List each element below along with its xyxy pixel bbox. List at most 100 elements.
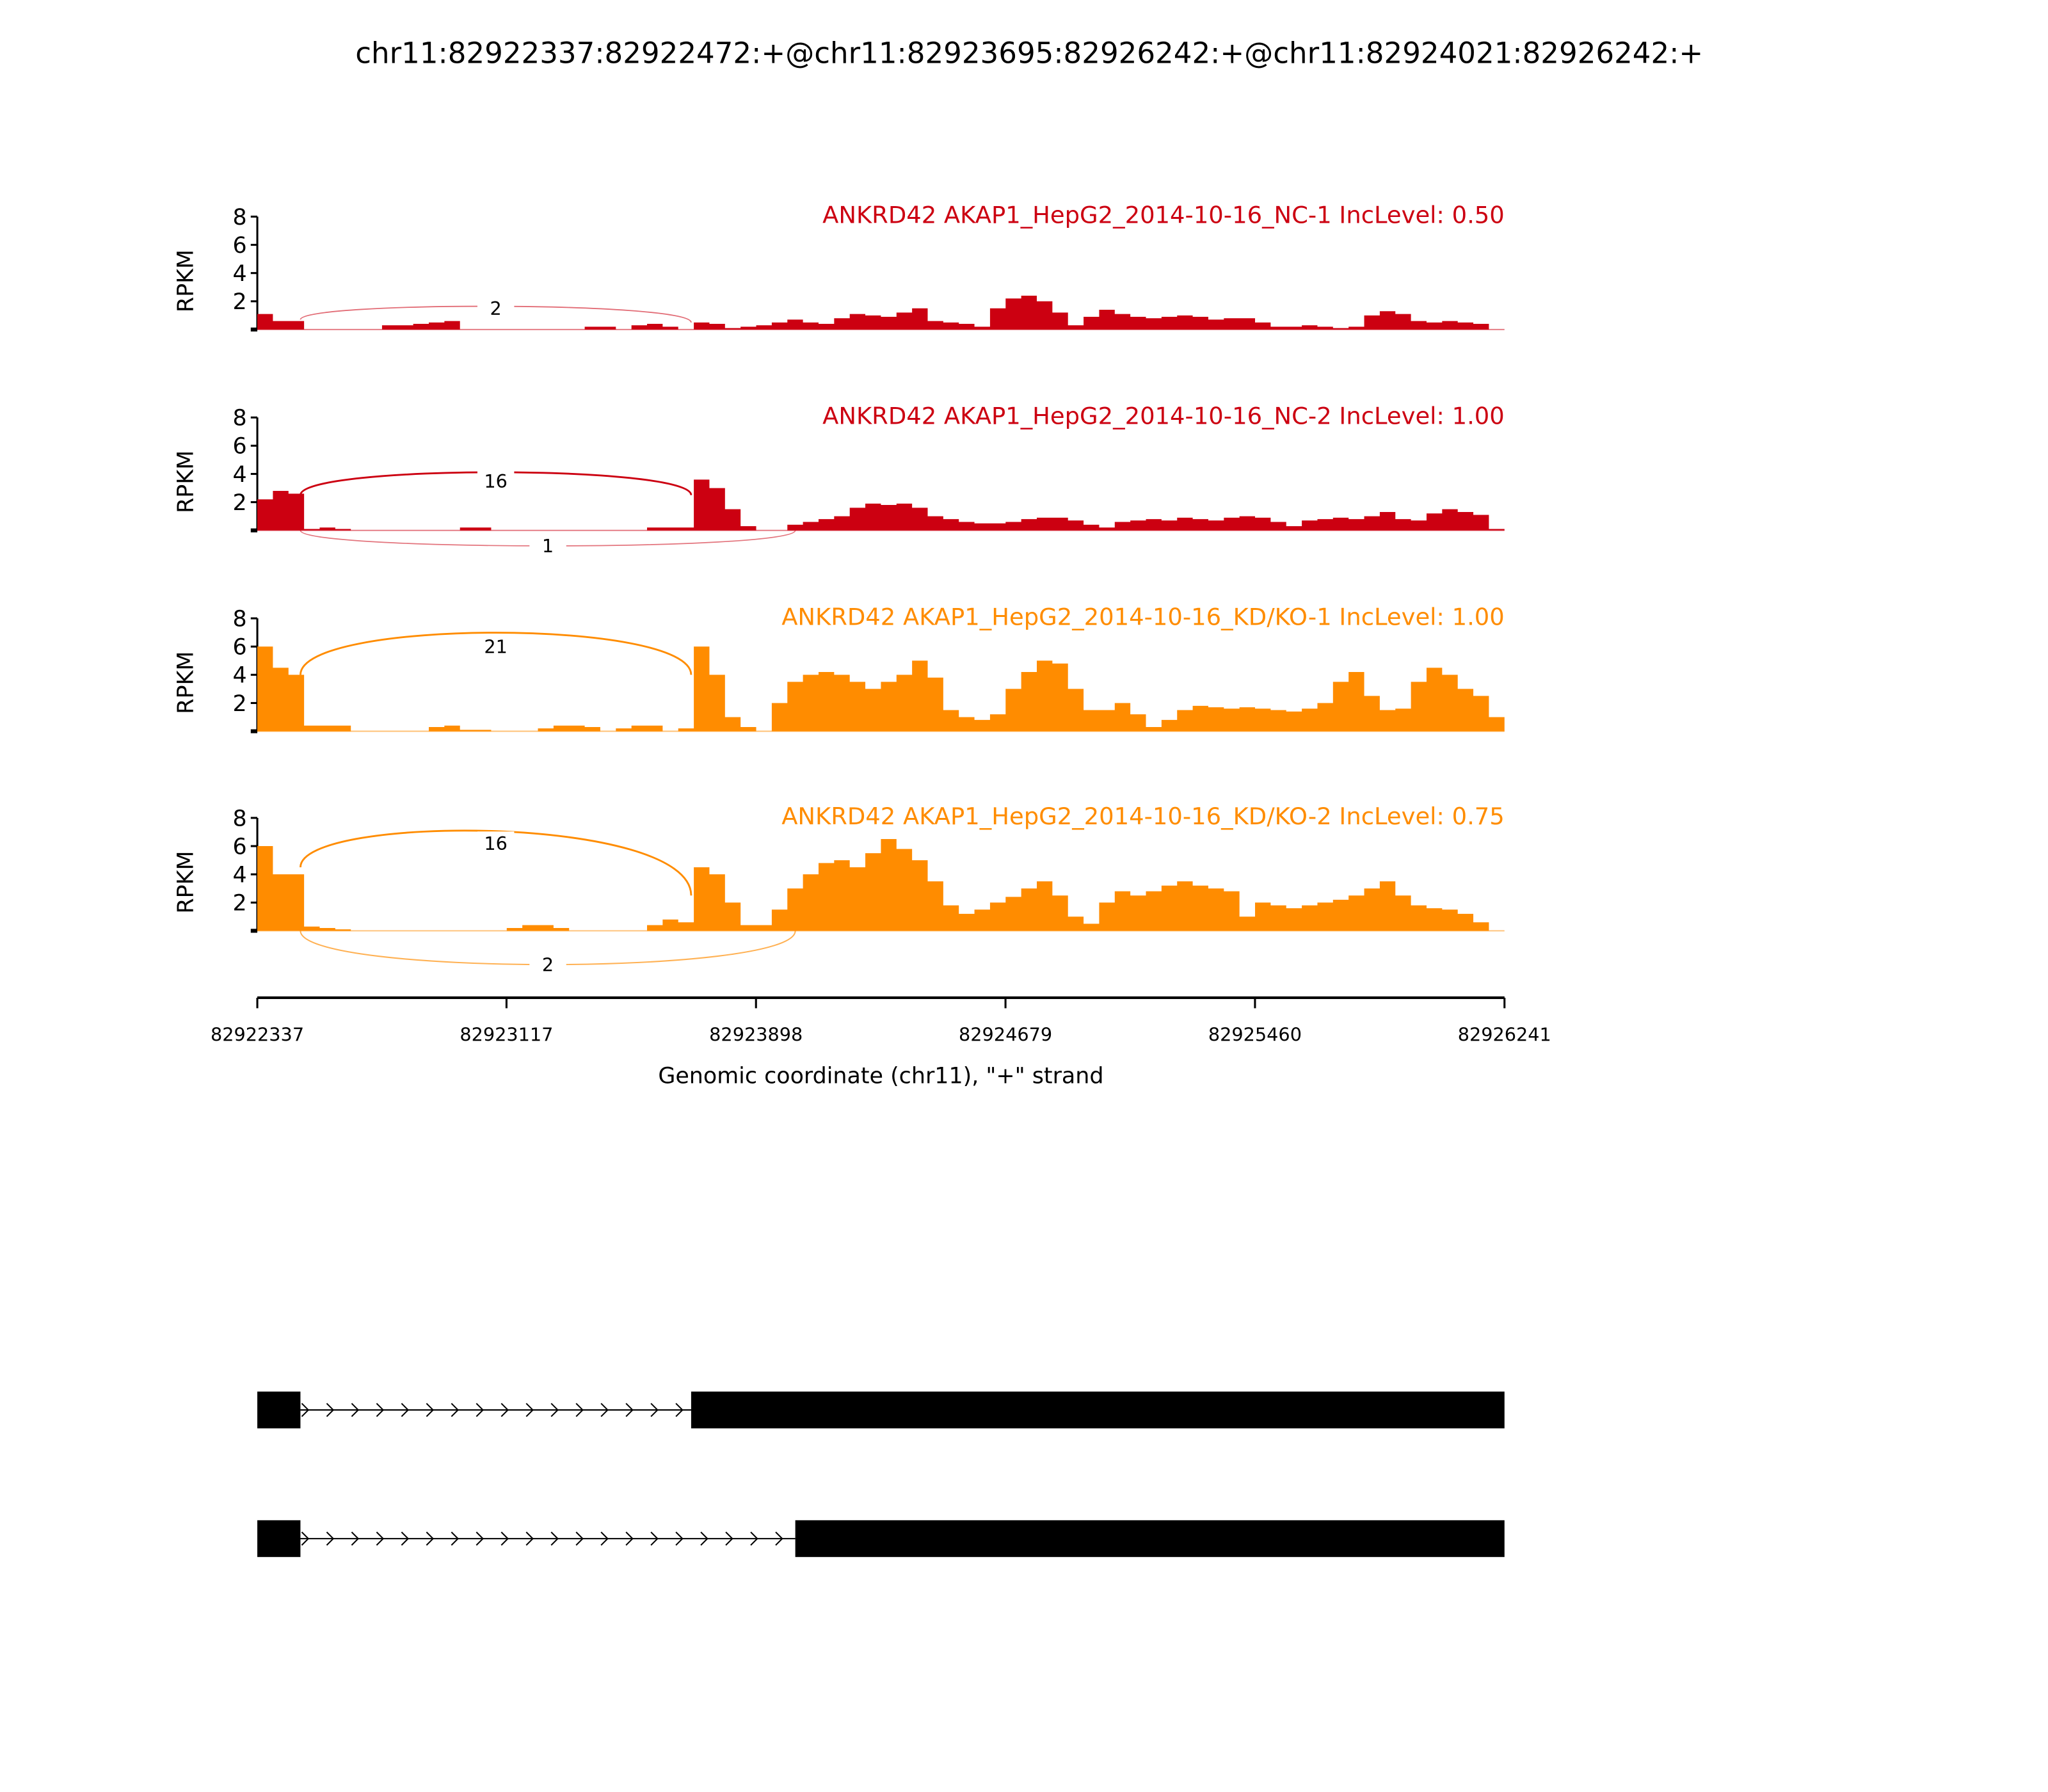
y-tick-label: 4 xyxy=(232,663,246,689)
y-tick-label: 2 xyxy=(232,891,246,916)
strand-arrow-icon xyxy=(326,1403,335,1418)
y-tick-label: 8 xyxy=(232,806,246,831)
strand-arrow-icon xyxy=(401,1532,410,1546)
strand-arrow-icon xyxy=(451,1532,460,1546)
y-axis-label: RPKM xyxy=(173,451,199,513)
strand-arrow-icon xyxy=(500,1403,509,1418)
x-tick-label: 82926241 xyxy=(1458,1024,1551,1046)
coverage-area xyxy=(257,295,1505,330)
coverage-panel: 24 6 8 RPKM 21 ANKRD42 AKAP1_HepG2_2014-10-16… xyxy=(173,603,1505,733)
strand-arrow-icon xyxy=(550,1532,559,1546)
y-tick-label: 6 xyxy=(232,434,246,460)
strand-arrow-icon xyxy=(426,1403,435,1418)
y-tick-label: 4 xyxy=(232,261,246,287)
y-tick-label: 2 xyxy=(232,490,246,516)
strand-arrow-icon xyxy=(750,1532,758,1546)
x-tick-label: 82924679 xyxy=(959,1024,1052,1046)
y-tick-label: 8 xyxy=(232,606,246,632)
strand-arrow-icon xyxy=(600,1532,609,1546)
sample-label: ANKRD42 AKAP1_HepG2_2014-10-16_KD/KO-1 I… xyxy=(781,603,1505,630)
x-tick-label: 82923117 xyxy=(460,1024,553,1046)
strand-arrow-icon xyxy=(625,1403,634,1418)
strand-arrow-icon xyxy=(675,1532,684,1546)
strand-arrow-icon xyxy=(301,1403,310,1418)
junction-count-label: 16 xyxy=(484,833,508,854)
y-axis-label: RPKM xyxy=(173,851,199,913)
junction-label-bg xyxy=(529,534,566,558)
coverage-panel: 246 8 RPKM 16 1 ANKRD42 AKAP1_HepG2_2014-10-1… xyxy=(173,403,1505,558)
x-tick-label: 82923898 xyxy=(709,1024,803,1046)
sample-label: ANKRD42 AKAP1_HepG2_2014-10-16_NC-2 IncL… xyxy=(822,403,1505,430)
y-tick-label: 2 xyxy=(232,289,246,315)
strand-arrow-icon xyxy=(525,1532,534,1546)
y-tick-label: 6 xyxy=(232,834,246,860)
y-tick-label: 8 xyxy=(232,205,246,230)
strand-arrow-icon xyxy=(575,1532,584,1546)
coverage-area xyxy=(257,839,1505,931)
strand-arrow-icon xyxy=(725,1532,733,1546)
y-tick-label: 6 xyxy=(232,233,246,259)
strand-arrow-icon xyxy=(351,1403,360,1418)
x-tick-label: 82925460 xyxy=(1208,1024,1302,1046)
strand-arrow-icon xyxy=(650,1403,659,1418)
coverage-panel: 2 46 8 RPKM 16 2 ANKRD42 AKAP1_HepG2_2014-10-1… xyxy=(173,803,1505,977)
sample-label: ANKRD42 AKAP1_HepG2_2014-10-16_KD/KO-2 I… xyxy=(781,803,1505,830)
x-tick-label: 82922337 xyxy=(211,1024,304,1046)
transcript-models xyxy=(257,1391,1505,1557)
sample-label: ANKRD42 AKAP1_HepG2_2014-10-16_NC-1 IncL… xyxy=(822,202,1505,229)
strand-arrow-icon xyxy=(525,1403,534,1418)
junction-label-bg xyxy=(477,296,515,321)
strand-arrow-icon xyxy=(625,1532,634,1546)
junction-label-bg xyxy=(477,634,515,659)
strand-arrow-icon xyxy=(376,1532,385,1546)
junction-label-bg xyxy=(477,831,515,856)
exon-block xyxy=(691,1391,1505,1428)
junction-count-label: 21 xyxy=(484,636,508,658)
y-tick-label: 4 xyxy=(232,862,246,888)
y-tick-label: 2 xyxy=(232,691,246,717)
x-axis: 82922337 82923117 82923898 82924679 82925460… xyxy=(211,996,1551,1046)
x-axis-label: Genomic coordinate (chr11), "+" strand xyxy=(658,1063,1103,1089)
strand-arrow-icon xyxy=(401,1403,410,1418)
exon-block xyxy=(257,1391,301,1428)
junction-count-label: 2 xyxy=(490,298,502,319)
coverage-area xyxy=(257,479,1505,531)
transcript xyxy=(257,1391,1505,1428)
strand-arrow-icon xyxy=(675,1403,684,1418)
y-tick-label: 8 xyxy=(232,406,246,431)
strand-arrow-icon xyxy=(476,1532,484,1546)
y-axis-label: RPKM xyxy=(173,652,199,714)
strand-arrow-icon xyxy=(650,1532,659,1546)
exon-block xyxy=(257,1520,301,1557)
strand-arrow-icon xyxy=(451,1403,460,1418)
coverage-area xyxy=(257,646,1505,732)
junction-count-label: 2 xyxy=(542,954,554,976)
junction-count-label: 16 xyxy=(484,470,508,492)
strand-arrow-icon xyxy=(301,1532,310,1546)
junction-arc xyxy=(300,632,692,675)
strand-arrow-icon xyxy=(376,1403,385,1418)
junction-count-label: 1 xyxy=(542,535,554,557)
junction-label-bg xyxy=(529,952,566,977)
strand-arrow-icon xyxy=(326,1532,335,1546)
strand-arrow-icon xyxy=(476,1403,484,1418)
junction-label-bg xyxy=(477,469,515,493)
strand-arrow-icon xyxy=(351,1532,360,1546)
y-axis-label: RPKM xyxy=(173,250,199,312)
strand-arrow-icon xyxy=(500,1532,509,1546)
strand-arrow-icon xyxy=(426,1532,435,1546)
strand-arrow-icon xyxy=(575,1403,584,1418)
y-tick-label: 6 xyxy=(232,635,246,660)
junction-arc xyxy=(300,829,692,896)
strand-arrow-icon xyxy=(550,1403,559,1418)
chart-title: chr11:82922337:82922472:+@chr11:82923695… xyxy=(355,36,1703,70)
transcript xyxy=(257,1520,1505,1557)
strand-arrow-icon xyxy=(700,1532,708,1546)
strand-arrow-icon xyxy=(600,1403,609,1418)
strand-arrow-icon xyxy=(775,1532,783,1546)
exon-block xyxy=(795,1520,1505,1557)
y-tick-label: 4 xyxy=(232,462,246,488)
